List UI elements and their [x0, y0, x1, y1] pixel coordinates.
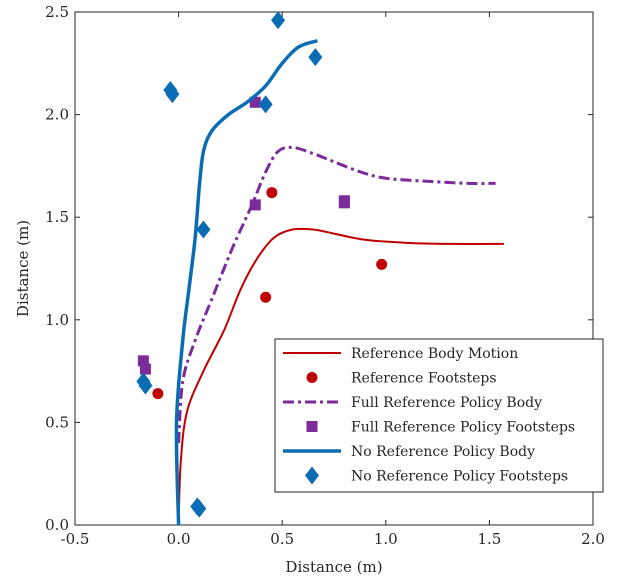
data-point	[308, 48, 323, 67]
x-tick-label: 0.5	[270, 530, 294, 548]
y-tick-label: 2.0	[45, 106, 69, 124]
legend-marker	[306, 421, 318, 432]
plot-area	[136, 11, 504, 526]
data-point	[249, 199, 261, 211]
y-tick-label: 0.5	[45, 413, 69, 431]
axes: -0.5 0.0 0.5 1.0 1.5 2.00.00.51.01.52.02.5	[45, 3, 605, 548]
data-point	[138, 376, 153, 395]
legend-item: No Reference Policy Footsteps	[305, 466, 568, 485]
plot-frame	[74, 11, 594, 526]
y-tick-label: 1.0	[45, 311, 69, 329]
data-point	[139, 363, 151, 375]
x-tick-label: 0.0	[167, 530, 191, 548]
data-point	[338, 197, 350, 209]
legend-marker	[305, 466, 319, 485]
data-point	[271, 11, 286, 30]
series-full-reference-policy-footsteps	[137, 96, 350, 375]
data-point	[137, 355, 149, 367]
x-tick-label: 1.5	[477, 530, 501, 548]
data-point	[260, 291, 272, 303]
legend-label: No Reference Policy Body	[351, 444, 535, 460]
data-point	[266, 187, 278, 199]
series-no-reference-policy-body	[174, 39, 318, 526]
legend-box	[274, 338, 604, 493]
data-point	[192, 499, 207, 518]
legend-label: No Reference Policy Footsteps	[351, 469, 568, 485]
legend: Reference Body Motion Reference Footsteps…	[274, 338, 604, 493]
legend-item: Full Reference Policy Body	[283, 395, 542, 411]
legend-label: Reference Body Motion	[351, 346, 518, 362]
series-reference-body-motion	[177, 227, 504, 526]
data-point	[249, 96, 261, 108]
x-tick-label: -0.5	[61, 530, 90, 548]
legend-item: Reference Body Motion	[283, 346, 518, 362]
legend-label: Reference Footsteps	[351, 371, 497, 387]
series-line	[177, 145, 496, 444]
legend-item: Reference Footsteps	[306, 371, 497, 387]
y-tick-label: 1.5	[45, 208, 69, 226]
legend-item: No Reference Policy Body	[283, 444, 535, 460]
series-no-reference-policy-footsteps	[136, 11, 323, 518]
y-tick-label: 2.5	[45, 3, 69, 21]
series-reference-footsteps	[152, 187, 388, 400]
legend-item: Full Reference Policy Footsteps	[306, 420, 575, 436]
x-tick-label: 2.0	[581, 530, 605, 548]
series-line	[174, 39, 318, 526]
y-tick-label: 0.0	[45, 516, 69, 534]
series-line	[177, 227, 504, 526]
legend-label: Full Reference Policy Footsteps	[351, 420, 575, 436]
data-point	[165, 85, 180, 104]
legend-marker	[306, 372, 318, 383]
data-point	[152, 388, 164, 400]
legend-label: Full Reference Policy Body	[351, 395, 542, 411]
x-axis-label: Distance (m)	[285, 558, 382, 576]
x-tick-label: 1.0	[374, 530, 398, 548]
data-point	[376, 258, 388, 270]
data-point	[258, 95, 273, 114]
y-axis-label: Distance (m)	[14, 220, 32, 317]
series-full-reference-policy-body	[177, 145, 496, 444]
data-point	[196, 220, 211, 239]
